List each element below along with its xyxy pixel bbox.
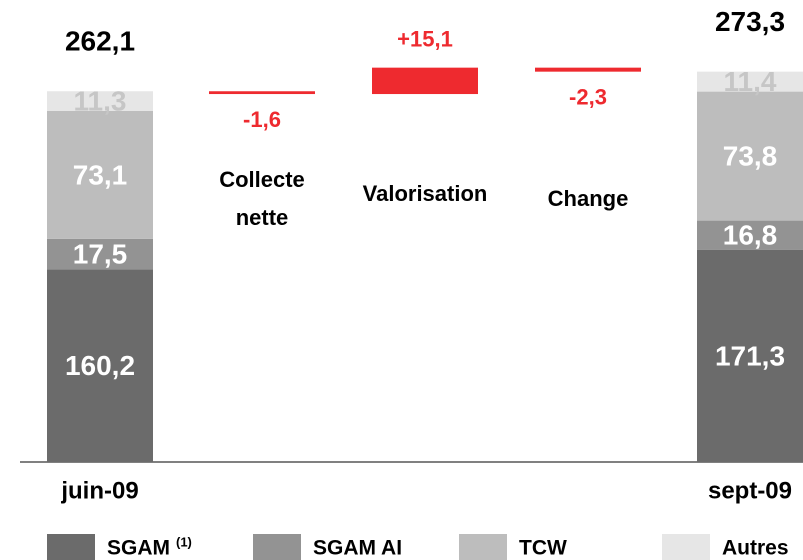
segment-label: 160,2 [65, 350, 135, 381]
segment-label: 11,3 [74, 86, 127, 117]
delta-bar [372, 67, 478, 95]
legend-swatch [662, 534, 710, 560]
category-label: Collecte nette [219, 167, 305, 230]
bar-segment [697, 220, 803, 250]
delta-bar [535, 67, 641, 72]
legend-swatch [47, 534, 95, 560]
legend-label: TCW [519, 537, 567, 560]
category-label: Change [548, 186, 629, 211]
category-label: sept-09 [708, 477, 792, 504]
total-label: 262,1 [65, 26, 135, 57]
segment-label: 11,4 [724, 66, 777, 97]
segment-label: 17,5 [73, 238, 128, 269]
delta-label: -2,3 [569, 84, 607, 109]
segment-label: 73,8 [723, 140, 778, 171]
delta-label: -1,6 [243, 107, 281, 132]
bar-segment [47, 91, 153, 112]
delta-bar [209, 91, 315, 95]
segment-label: 16,8 [723, 220, 778, 251]
legend-label: SGAM AI [313, 537, 402, 560]
segment-label: 171,3 [715, 340, 785, 371]
bar-segment [47, 238, 153, 270]
bar-segment [697, 71, 803, 92]
total-label: 273,3 [715, 6, 785, 37]
category-label: Valorisation [363, 181, 488, 206]
legend-swatch [253, 534, 301, 560]
legend-label: SGAM [107, 537, 170, 560]
segment-label: 73,1 [73, 159, 128, 190]
bar-segment [47, 111, 153, 239]
legend-swatch [459, 534, 507, 560]
delta-label: +15,1 [397, 26, 453, 51]
legend-label: Autres [722, 537, 789, 560]
category-label: juin-09 [60, 477, 138, 504]
bar-segment [697, 91, 803, 221]
bar-segment [697, 249, 803, 462]
legend-note: (1) [176, 534, 192, 549]
bar-segment [47, 269, 153, 462]
